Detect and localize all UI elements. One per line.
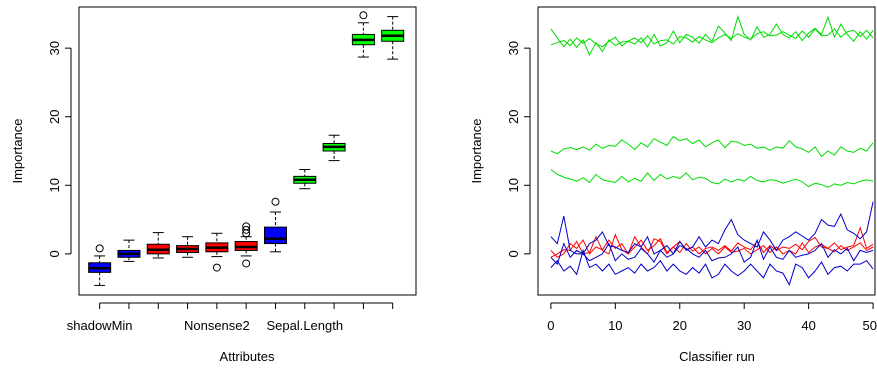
- boxplot-boxes: [88, 11, 405, 286]
- box-7: [263, 197, 287, 253]
- box-4: [176, 236, 200, 258]
- outlier-point: [359, 11, 368, 20]
- x-tick-label: shadowMin: [67, 318, 133, 333]
- y-tick-label: 0: [47, 250, 62, 257]
- x-tick-label: 50: [863, 318, 877, 333]
- y-tick-label: 10: [47, 178, 62, 192]
- boxplot-y-axis: 0 10 20 30: [47, 41, 72, 257]
- series-line-8: [550, 238, 874, 266]
- y-tick-label: 20: [47, 109, 62, 123]
- box-6: [234, 222, 258, 268]
- y-tick-label: 20: [506, 109, 521, 123]
- series-line-1: [550, 14, 874, 57]
- boxplot-x-axis: shadowMin Nonsense2 Sepal.Length: [67, 302, 394, 333]
- x-tick-label: 30: [737, 318, 751, 333]
- linechart-y-axis: 0 10 20 30: [506, 41, 531, 257]
- x-tick-label: 40: [801, 318, 815, 333]
- boxplot-y-axis-title: Importance: [10, 118, 25, 183]
- linechart-frame: [537, 6, 876, 296]
- x-tick-label: 20: [673, 318, 687, 333]
- linechart-x-axis: 0 10 20 30 40 50: [547, 302, 877, 333]
- linechart-x-axis-title: Classifier run: [679, 349, 755, 364]
- outlier-point: [242, 259, 251, 268]
- series-line-2: [550, 28, 874, 48]
- box-2: [117, 239, 141, 262]
- series-line-5: [550, 226, 874, 258]
- box-10: [351, 11, 375, 58]
- boxplot-x-axis-title: Attributes: [220, 349, 275, 364]
- box-8: [293, 169, 317, 190]
- y-tick-label: 30: [506, 41, 521, 55]
- outlier-point: [95, 244, 104, 253]
- outlier-point: [271, 197, 280, 206]
- linechart-series: [550, 14, 874, 286]
- box-5: [205, 232, 229, 272]
- box-body: [263, 226, 287, 245]
- x-tick-label: Sepal.Length: [266, 318, 343, 333]
- boxplot-frame: [78, 6, 417, 296]
- x-tick-label: 0: [547, 318, 554, 333]
- box-11: [381, 16, 405, 60]
- y-tick-label: 30: [47, 41, 62, 55]
- y-tick-label: 0: [506, 250, 521, 257]
- series-line-9: [550, 248, 874, 286]
- outlier-point: [212, 263, 221, 272]
- series-line-4: [550, 169, 874, 188]
- linechart-y-axis-title: Importance: [469, 118, 484, 183]
- x-tick-label: 10: [608, 318, 622, 333]
- box-3: [146, 232, 170, 259]
- x-tick-label: Nonsense2: [184, 318, 250, 333]
- importance-boxplot-panel: 0 10 20 30 shadowMin Nonsense2 Sepal.Length A…: [10, 6, 417, 364]
- outlier-point: [242, 225, 251, 234]
- series-line-7: [550, 201, 874, 255]
- series-line-3: [550, 135, 874, 158]
- y-tick-label: 10: [506, 178, 521, 192]
- series-line-6: [550, 233, 874, 258]
- box-1: [88, 244, 112, 286]
- classifier-run-line-panel: 0 10 20 30 0 10 20 30 40 50 Classifier run Impor…: [469, 6, 877, 364]
- box-9: [322, 134, 346, 162]
- outlier-point: [242, 222, 251, 231]
